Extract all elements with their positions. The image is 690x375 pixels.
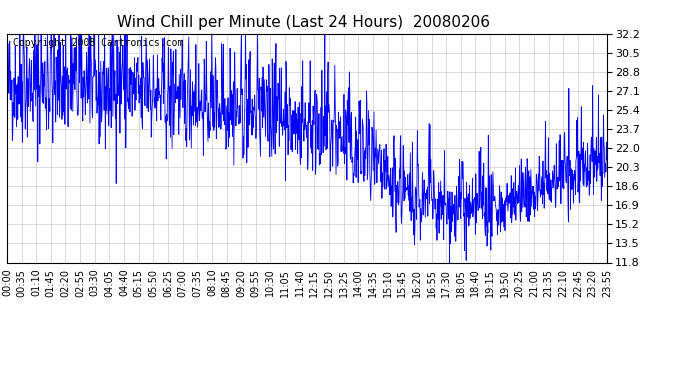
Text: Wind Chill per Minute (Last 24 Hours)  20080206: Wind Chill per Minute (Last 24 Hours) 20… bbox=[117, 15, 490, 30]
Text: Copyright 2008 Cartronics.com: Copyright 2008 Cartronics.com bbox=[13, 38, 184, 48]
